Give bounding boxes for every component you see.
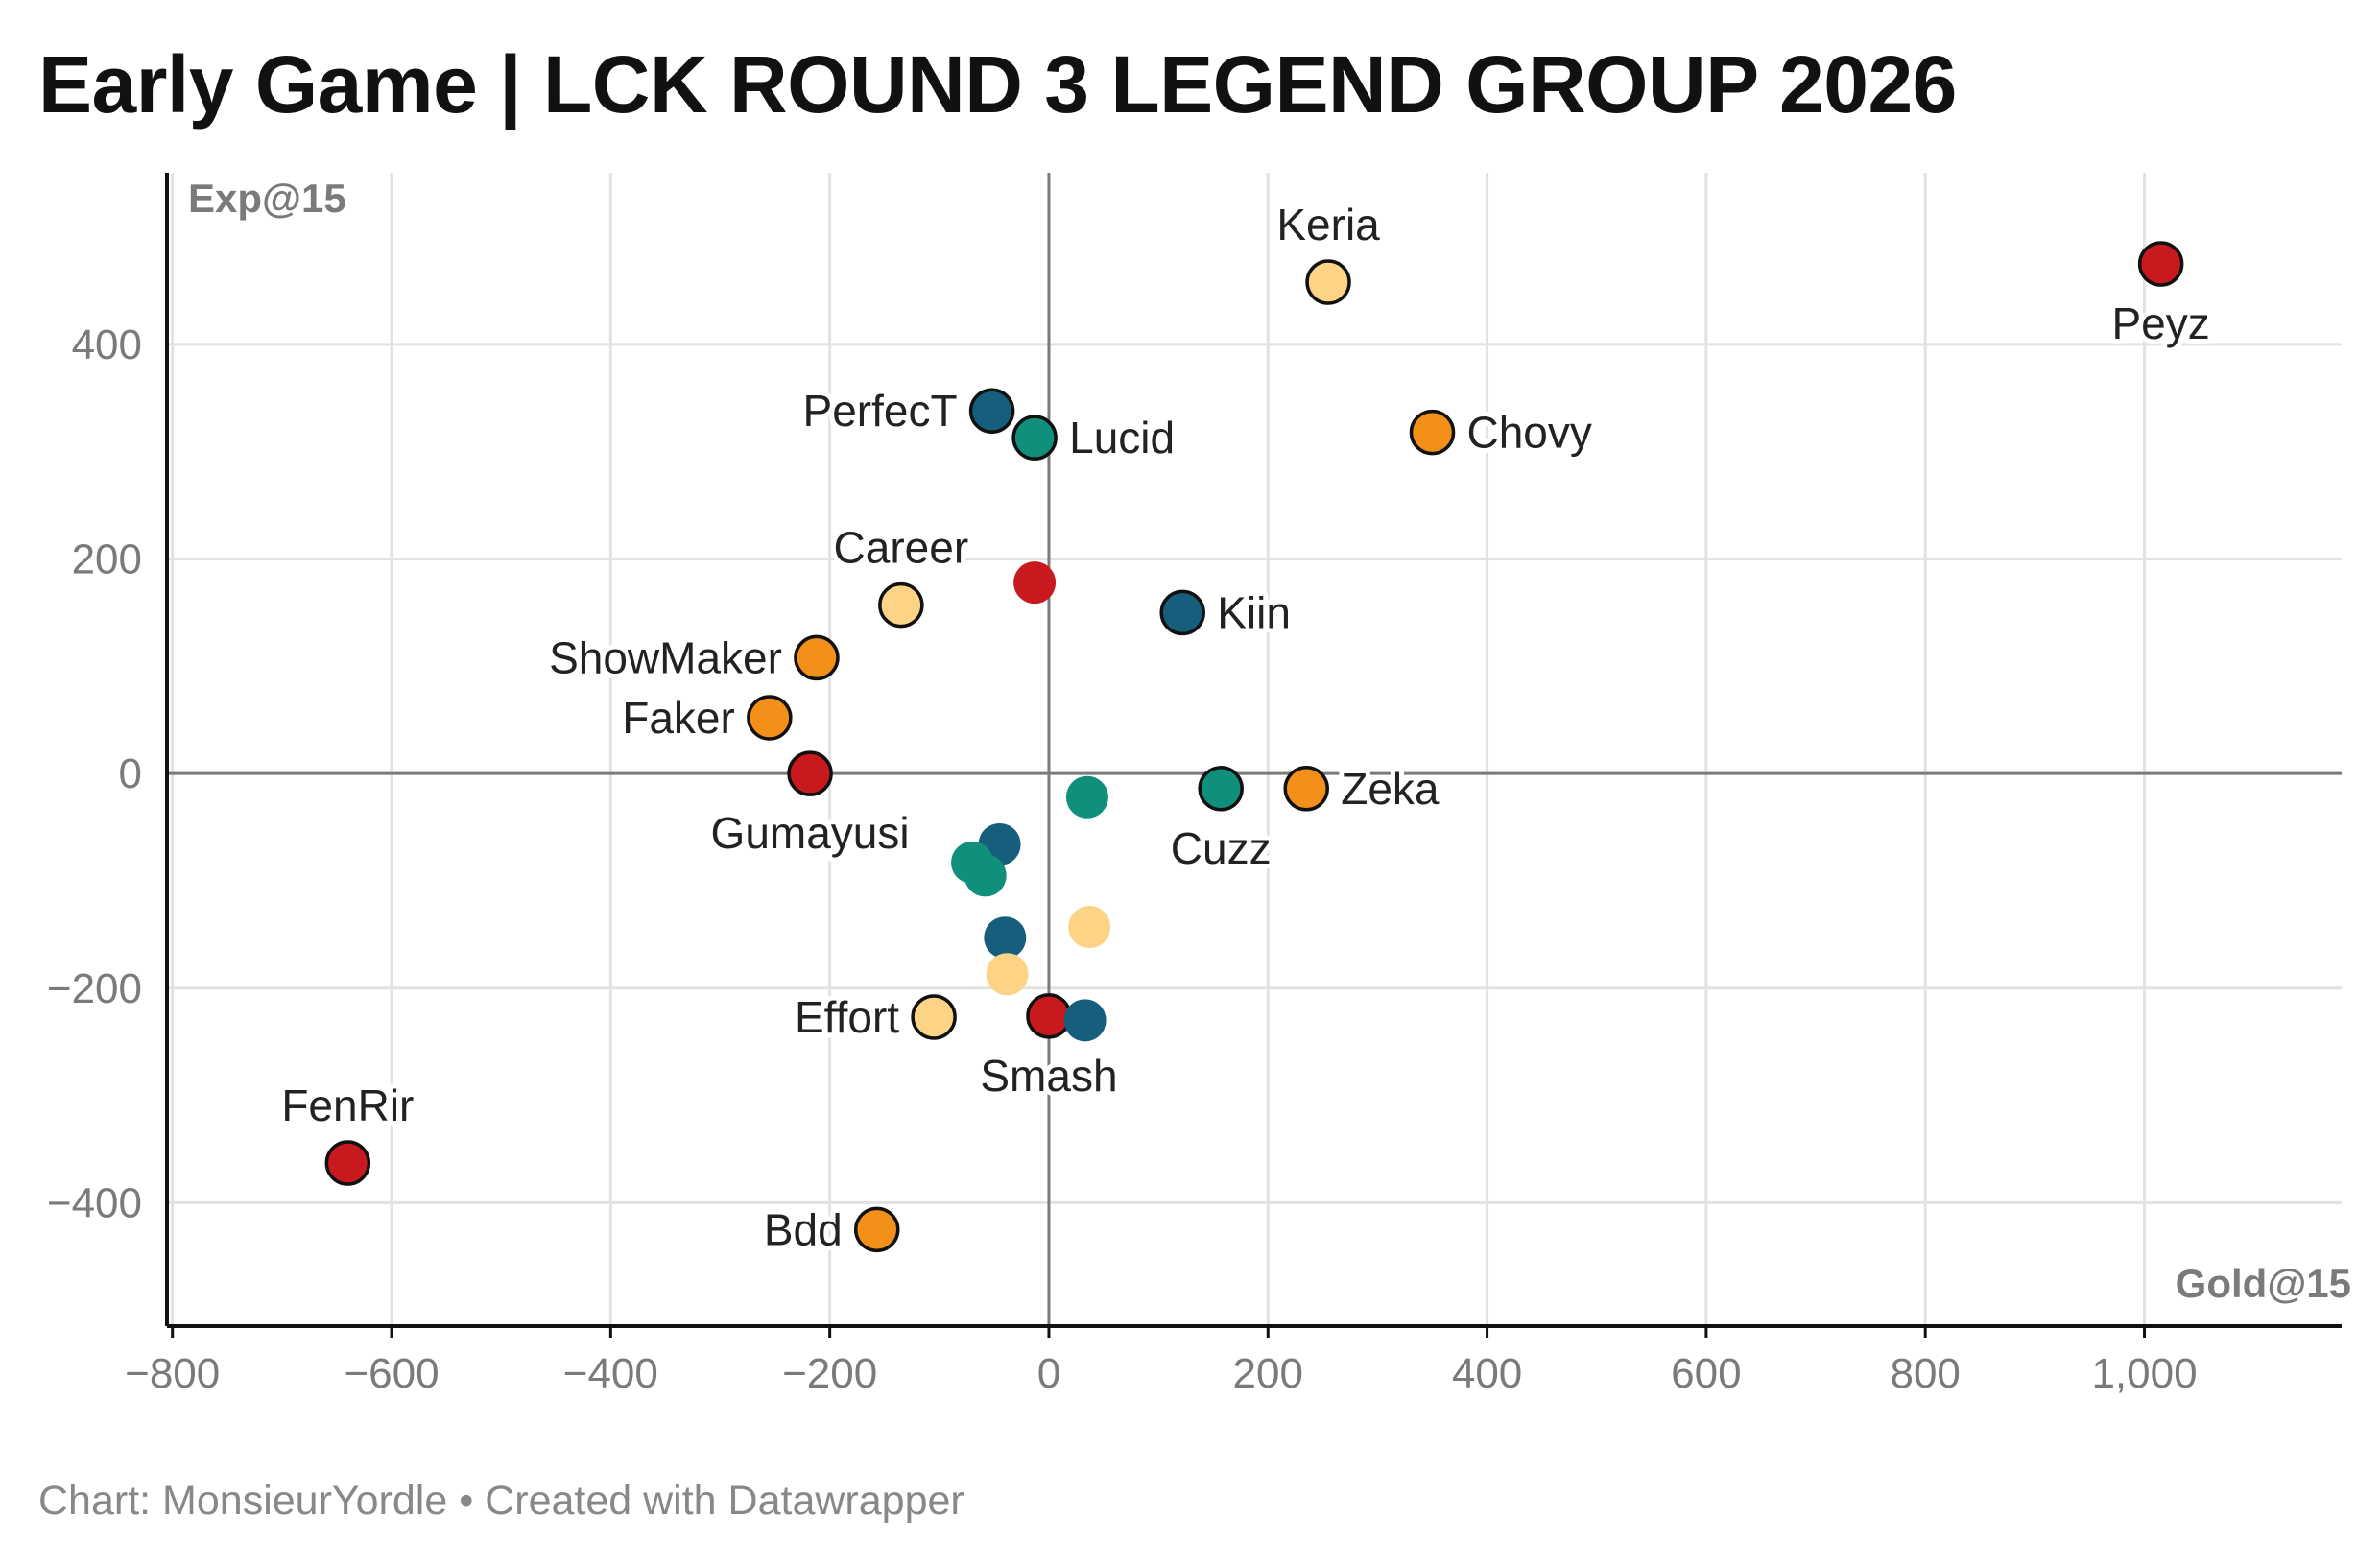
grid-lines bbox=[167, 173, 2342, 1326]
x-tick-label: −400 bbox=[563, 1350, 658, 1397]
y-tick-label: 0 bbox=[119, 750, 142, 797]
point-label: Gumayusi bbox=[711, 808, 910, 858]
created-with-credit: Created with Datawrapper bbox=[485, 1478, 964, 1524]
data-points bbox=[324, 241, 2184, 1253]
x-tick-label: −200 bbox=[782, 1350, 877, 1397]
data-point bbox=[787, 750, 833, 796]
point-label: Career bbox=[834, 523, 969, 573]
x-tick-label: −600 bbox=[344, 1350, 439, 1397]
point-label: ShowMaker bbox=[549, 632, 782, 682]
x-tick-label: 600 bbox=[1671, 1350, 1741, 1397]
point-label: Cuzz bbox=[1171, 823, 1272, 873]
point-label: Zeka bbox=[1341, 764, 1440, 814]
data-point bbox=[1068, 906, 1111, 949]
data-point bbox=[1013, 561, 1057, 605]
data-point bbox=[1409, 409, 1456, 456]
x-tick-label: 400 bbox=[1452, 1350, 1522, 1397]
x-tick-label: 800 bbox=[1890, 1350, 1960, 1397]
chart-credit: Chart: MonsieurYordle bbox=[38, 1478, 448, 1524]
data-point bbox=[984, 916, 1027, 960]
tick-labels: −800 −600 −400 −200 0 200 400 600 800 1,000 400 200… bbox=[47, 321, 2198, 1397]
footer-credit: Chart: MonsieurYordle • Created with Dat… bbox=[38, 1478, 964, 1525]
data-point bbox=[964, 854, 1007, 897]
x-tick-label: 0 bbox=[1037, 1350, 1060, 1397]
footer-separator: • bbox=[447, 1478, 486, 1524]
page-title: Early Game | LCK ROUND 3 LEGEND GROUP 20… bbox=[38, 39, 1957, 130]
data-point bbox=[968, 388, 1015, 434]
data-point bbox=[1283, 766, 1329, 812]
point-label: Faker bbox=[622, 693, 735, 743]
x-axis-title: Gold@15 bbox=[2176, 1261, 2351, 1306]
y-tick-label: −200 bbox=[47, 965, 142, 1012]
x-tick-label: −800 bbox=[125, 1350, 220, 1397]
data-point bbox=[853, 1206, 900, 1253]
point-label: Lucid bbox=[1069, 413, 1175, 463]
point-labels: Peyz Keria Chovy PerfecT Lucid Career Kiin Show… bbox=[276, 195, 2214, 1259]
data-point bbox=[2137, 241, 2184, 287]
point-label: FenRir bbox=[281, 1080, 414, 1130]
data-point bbox=[878, 581, 924, 629]
x-tick-label: 1,000 bbox=[2091, 1350, 2197, 1397]
data-point bbox=[911, 994, 957, 1040]
data-point bbox=[1012, 415, 1058, 461]
point-label: Smash bbox=[980, 1051, 1117, 1101]
zero-lines bbox=[167, 173, 2342, 1326]
data-point bbox=[794, 634, 840, 681]
data-point bbox=[1305, 259, 1351, 305]
point-label: Bdd bbox=[764, 1204, 843, 1254]
y-axis-title: Exp@15 bbox=[188, 176, 346, 221]
axes bbox=[165, 173, 2342, 1338]
data-point bbox=[324, 1140, 371, 1186]
point-label: Effort bbox=[795, 992, 899, 1042]
point-label: Peyz bbox=[2112, 298, 2210, 348]
data-point bbox=[1198, 766, 1244, 812]
y-tick-label: 400 bbox=[72, 321, 142, 368]
point-label: PerfecT bbox=[803, 386, 958, 436]
x-tick-label: 200 bbox=[1233, 1350, 1303, 1397]
data-point bbox=[1159, 589, 1205, 636]
point-label: Keria bbox=[1276, 200, 1380, 249]
data-point bbox=[1065, 775, 1108, 819]
data-point bbox=[1026, 993, 1072, 1039]
y-tick-label: −400 bbox=[47, 1179, 142, 1226]
data-point bbox=[1063, 999, 1107, 1042]
data-point bbox=[747, 695, 793, 741]
point-label: Chovy bbox=[1467, 408, 1592, 458]
data-point bbox=[986, 953, 1029, 996]
y-tick-label: 200 bbox=[72, 536, 142, 583]
point-label: Kiin bbox=[1217, 587, 1291, 637]
